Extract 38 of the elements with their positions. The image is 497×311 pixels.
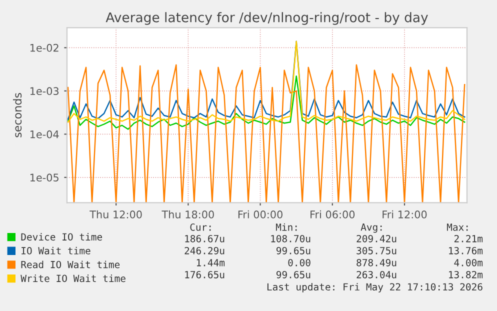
text: Last update: Fri May 22 17:10:13 2026: [267, 283, 482, 292]
text: 263.04u: [356, 270, 396, 278]
text: 4.00m: [454, 258, 483, 266]
text: 209.42u: [356, 234, 396, 242]
legend-label: Device IO time: [21, 233, 102, 241]
x-tick-label: Thu 12:00: [90, 210, 142, 218]
line-series: [67, 64, 466, 203]
text: Min:: [276, 223, 297, 231]
text: 1.44m: [196, 259, 225, 266]
text: 878.49u: [356, 258, 396, 266]
y-tick-label: 1e-04: [30, 130, 59, 138]
line-series: [67, 76, 466, 130]
text: 99.65u: [276, 270, 310, 278]
y-tick-label: 1e-05: [30, 174, 58, 182]
text: 246.29u: [184, 246, 224, 254]
x-tick-label: Fri 06:00: [310, 210, 355, 218]
x-tick-label: Fri 00:00: [238, 210, 282, 218]
text: 99.65u: [276, 246, 310, 254]
y-tick-label: 1e-03: [30, 87, 59, 96]
text: 186.67u: [185, 234, 224, 242]
text: 0.00: [288, 258, 310, 266]
text: Max:: [446, 224, 468, 231]
chart-title: Average latency for /dev/nlnog-ring/root - by day: [106, 12, 428, 25]
legend-label: Write IO Wait time: [20, 274, 126, 282]
y-axis-title: seconds: [13, 93, 22, 138]
legend-label: IO Wait time: [22, 246, 90, 254]
x-tick-label: Fri 12:00: [382, 210, 427, 218]
text: 108.70u: [271, 234, 310, 242]
legend-label: Read IO Wait time: [21, 260, 120, 268]
text: 13.76m: [449, 246, 483, 254]
text: Avg:: [360, 224, 382, 233]
x-tick-label: Thu 18:00: [162, 210, 214, 218]
text: Cur:: [190, 223, 211, 231]
text: 176.65u: [185, 270, 224, 278]
text: 2.21m: [454, 234, 483, 242]
text: 13.82m: [449, 270, 483, 278]
text: 305.75u: [356, 246, 396, 254]
y-tick-label: 1e-02: [30, 44, 58, 52]
